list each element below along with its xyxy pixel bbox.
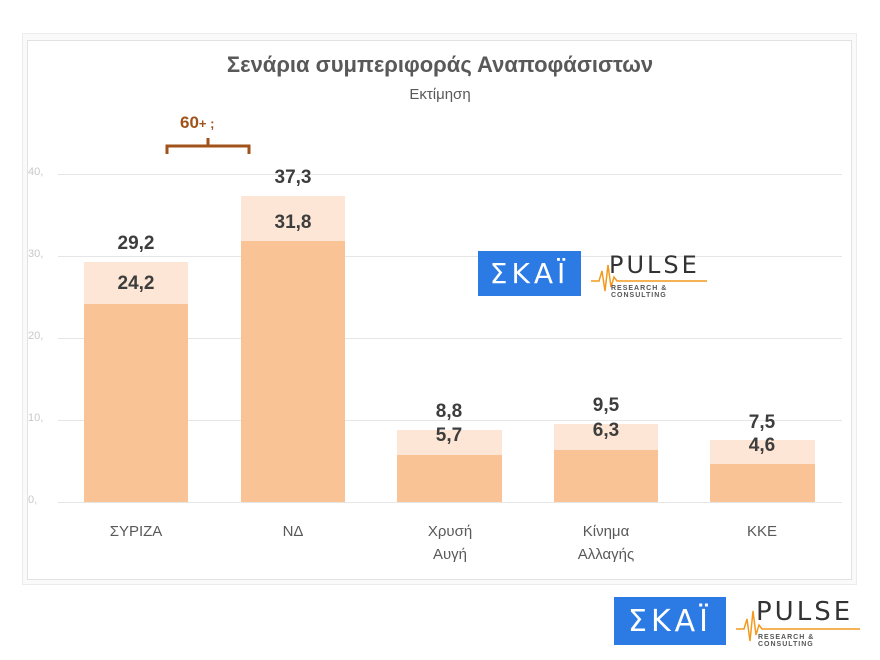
pulse-tagline: RESEARCH & CONSULTING [611, 285, 668, 299]
pulse-wordmark: PULSE [609, 251, 700, 279]
value-syriza-base: 24,2 [117, 273, 155, 294]
logo-group-footer: ΣΚΑΪ PULSE RESEARCH & CONSULTING [614, 597, 862, 648]
category-label: ΣΥΡΙΖΑ [109, 523, 163, 540]
bar-nd-base [241, 241, 345, 502]
category-kinal: Κίνημα Αλλαγής [536, 520, 676, 566]
value-kke-scenario: 7,5 [748, 412, 776, 433]
pulse-tagline: RESEARCH & CONSULTING [758, 634, 815, 648]
value-xa-scenario: 8,8 [435, 401, 463, 422]
skai-logo: ΣΚΑΪ [614, 597, 726, 645]
gridline-10 [58, 420, 842, 421]
y-tick-10: 10, [28, 412, 44, 424]
y-tick-20: 20, [28, 330, 44, 342]
skai-logo: ΣΚΑΪ [478, 251, 581, 296]
annotation-number: 60 [180, 113, 199, 132]
chart-subtitle: Εκτίμηση [409, 86, 471, 103]
gridline-40 [58, 174, 842, 175]
value-kke-base: 4,6 [748, 435, 776, 456]
gridline-20 [58, 338, 842, 339]
brace-icon [165, 138, 251, 154]
bar-syriza-base [84, 304, 188, 502]
annotation-suffix: + ; [198, 116, 215, 131]
bar-kinal-base [554, 450, 658, 502]
value-nd-scenario: 37,3 [274, 167, 312, 188]
category-syriza: ΣΥΡΙΖΑ [66, 520, 206, 543]
bar-xa-base [397, 455, 502, 502]
y-tick-30: 30, [28, 248, 44, 260]
value-xa-base: 5,7 [435, 425, 463, 446]
category-label-line2: Αλλαγής [577, 546, 635, 563]
pulse-logo: PULSE RESEARCH & CONSULTING [734, 597, 862, 648]
value-nd-base: 31,8 [274, 212, 312, 233]
pulse-wave-icon [591, 264, 707, 292]
logo-group-chart: ΣΚΑΪ PULSE RESEARCH & CONSULTING [478, 251, 709, 299]
pulse-logo: PULSE RESEARCH & CONSULTING [589, 251, 709, 299]
y-tick-40: 40, [28, 166, 44, 178]
pulse-wordmark: PULSE [756, 597, 854, 627]
gridline-0 [58, 502, 842, 503]
annotation-label: 60+ ; [180, 113, 214, 133]
category-label-line2: Αυγή [432, 546, 468, 563]
category-label-line1: Χρυσή [427, 523, 473, 540]
bar-kke-base [710, 464, 815, 502]
category-xa: Χρυσή Αυγή [380, 520, 520, 566]
category-label: ΝΔ [282, 523, 304, 540]
chart-title: Σενάρια συμπεριφοράς Αναποφάσιστων [226, 52, 654, 77]
category-kke: ΚΚΕ [692, 520, 832, 543]
y-tick-0: 0, [28, 494, 38, 506]
value-kinal-scenario: 9,5 [592, 395, 620, 416]
category-label-line1: Κίνημα [582, 523, 630, 540]
gridline-30 [58, 256, 842, 257]
category-label: ΚΚΕ [746, 523, 777, 540]
value-kinal-base: 6,3 [592, 420, 620, 441]
category-nd: ΝΔ [223, 520, 363, 543]
value-syriza-scenario: 29,2 [117, 233, 155, 254]
pulse-wave-icon [736, 610, 860, 642]
